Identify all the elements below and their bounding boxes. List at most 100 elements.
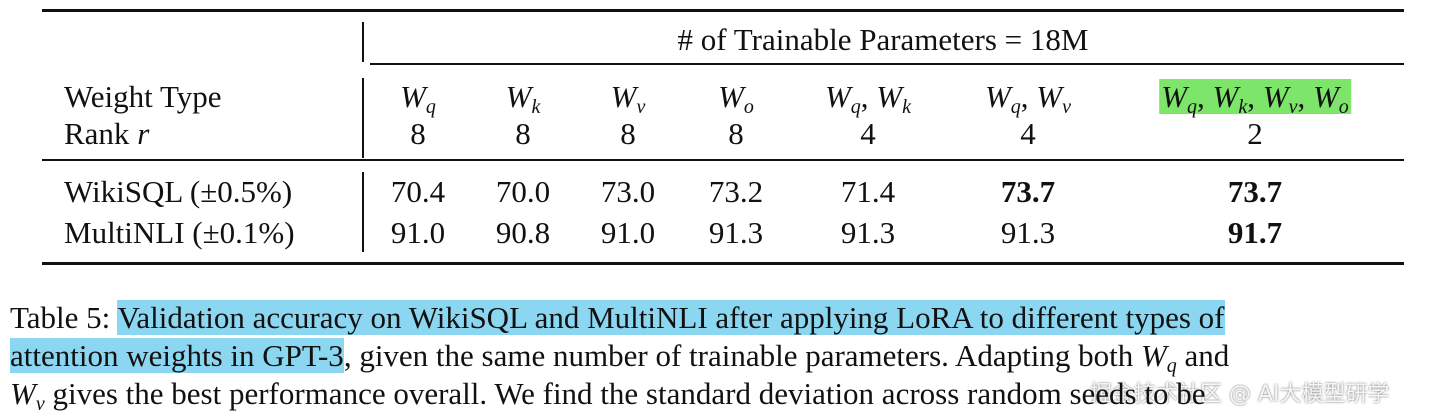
- math: Wo: [1312, 79, 1349, 117]
- math-main: W: [718, 79, 744, 114]
- math: Wv: [1036, 79, 1071, 117]
- math-main: W: [505, 79, 532, 114]
- math: Wq: [1140, 338, 1177, 376]
- caption-text: Table 5: Validation accuracy on WikiSQL …: [10, 299, 1225, 337]
- math-sub: k: [531, 96, 541, 118]
- text: Validation accuracy on WikiSQL and Multi…: [117, 300, 1225, 335]
- weight-type: Wk: [505, 79, 541, 117]
- math-main: W: [984, 79, 1011, 114]
- cell: 90.8: [495, 215, 551, 250]
- column-header: Wo: [718, 79, 754, 117]
- math-main: W: [824, 79, 851, 114]
- math-sub: v: [35, 393, 45, 415]
- weight-type: Wv: [610, 79, 646, 117]
- row-label: WikiSQL (±0.5%): [64, 174, 293, 209]
- math-sub: o: [743, 96, 754, 118]
- text: ,: [1297, 79, 1313, 114]
- math-main: W: [1262, 79, 1289, 114]
- math-sub: o: [1338, 96, 1349, 118]
- cell: 70.0: [495, 174, 551, 209]
- rank-value: 2: [1247, 116, 1263, 151]
- mid-rule: [42, 159, 1404, 161]
- math-main: W: [1161, 79, 1188, 114]
- math-sub: q: [850, 96, 861, 118]
- math: Wv: [1262, 79, 1298, 117]
- math: Wk: [505, 79, 541, 117]
- rank-value: 4: [860, 116, 876, 151]
- math-sub: q: [1166, 355, 1177, 377]
- math-sub: v: [1062, 96, 1072, 118]
- math-main: W: [1036, 79, 1063, 114]
- caption-line: Table 5: Validation accuracy on WikiSQL …: [10, 299, 1435, 337]
- math-sub: v: [1288, 96, 1298, 118]
- math: Wk: [876, 79, 911, 117]
- vertical-rule: [362, 22, 364, 62]
- rank-value: 8: [728, 116, 744, 151]
- row-label: Weight Type: [64, 79, 222, 114]
- math-main: W: [400, 79, 426, 114]
- cell: 73.2: [708, 174, 764, 209]
- column-header: Wq, Wv: [984, 79, 1071, 117]
- rank-label: Rank: [64, 116, 130, 151]
- cell: 70.4: [390, 174, 446, 209]
- rank-value: 8: [620, 116, 636, 151]
- text: , given the same number of trainable par…: [343, 338, 1141, 373]
- column-header: Wv: [610, 79, 646, 117]
- top-rule: [42, 9, 1404, 12]
- math-sub: v: [636, 96, 646, 118]
- math-main: W: [1140, 338, 1167, 373]
- text: ,: [1020, 79, 1037, 114]
- math: Wq: [400, 79, 436, 117]
- text: gives the best performance overall. We f…: [44, 376, 1206, 411]
- weight-type: Wq: [400, 79, 436, 117]
- caption-text: attention weights in GPT-3, given the sa…: [10, 337, 1229, 376]
- text: ,: [860, 79, 877, 114]
- caption-line: Wv gives the best performance overall. W…: [10, 375, 1435, 415]
- cell: 91.3: [840, 215, 896, 250]
- vertical-rule: [362, 172, 364, 252]
- cell: 71.4: [840, 174, 896, 209]
- rank-value: 8: [410, 116, 426, 151]
- math-main: W: [1212, 79, 1239, 114]
- text: attention weights in GPT-3: [10, 338, 344, 373]
- weight-type: Wq, Wv: [984, 79, 1071, 117]
- math: Wo: [718, 79, 754, 117]
- vertical-rule: [362, 78, 364, 158]
- watermark: 掘金技术社区 @ AI大模型研学: [1090, 382, 1390, 407]
- math-sub: q: [425, 96, 436, 118]
- row-label: MultiNLI (±0.1%): [64, 215, 295, 250]
- cell: 73.7: [1000, 174, 1056, 209]
- text: ,: [1197, 79, 1213, 114]
- math-main: W: [10, 376, 36, 411]
- row-label: Rank r: [64, 116, 149, 152]
- math-sub: q: [1010, 96, 1021, 118]
- math-sub: k: [902, 96, 912, 118]
- weight-type: Wq, Wk: [824, 79, 911, 117]
- caption-text: Wv gives the best performance overall. W…: [10, 375, 1206, 415]
- cell: 91.3: [708, 215, 764, 250]
- column-header: Wq: [400, 79, 436, 117]
- math-sub: q: [1187, 96, 1198, 118]
- bottom-rule: [42, 262, 1404, 265]
- math-main: W: [1312, 79, 1339, 114]
- column-header: Wk: [505, 79, 541, 117]
- caption-line: attention weights in GPT-3, given the sa…: [10, 337, 1435, 376]
- text: Table 5:: [10, 300, 118, 335]
- cell: 73.0: [600, 174, 656, 209]
- cell: 91.7: [1227, 215, 1283, 250]
- text: ,: [1247, 79, 1263, 114]
- math-main: W: [610, 79, 637, 114]
- rank-value: 4: [1020, 116, 1036, 151]
- cell: 91.0: [390, 215, 446, 250]
- cell: 91.0: [600, 215, 656, 250]
- math-main: W: [876, 79, 903, 114]
- column-header: Wq, Wk: [824, 79, 911, 117]
- rank-symbol: r: [137, 116, 150, 151]
- math: Wq: [824, 79, 861, 117]
- math: Wk: [1212, 79, 1248, 117]
- cell: 91.3: [1000, 215, 1056, 250]
- math: Wv: [610, 79, 646, 117]
- weight-type: Wo: [718, 79, 754, 117]
- math-sub: k: [1238, 96, 1248, 118]
